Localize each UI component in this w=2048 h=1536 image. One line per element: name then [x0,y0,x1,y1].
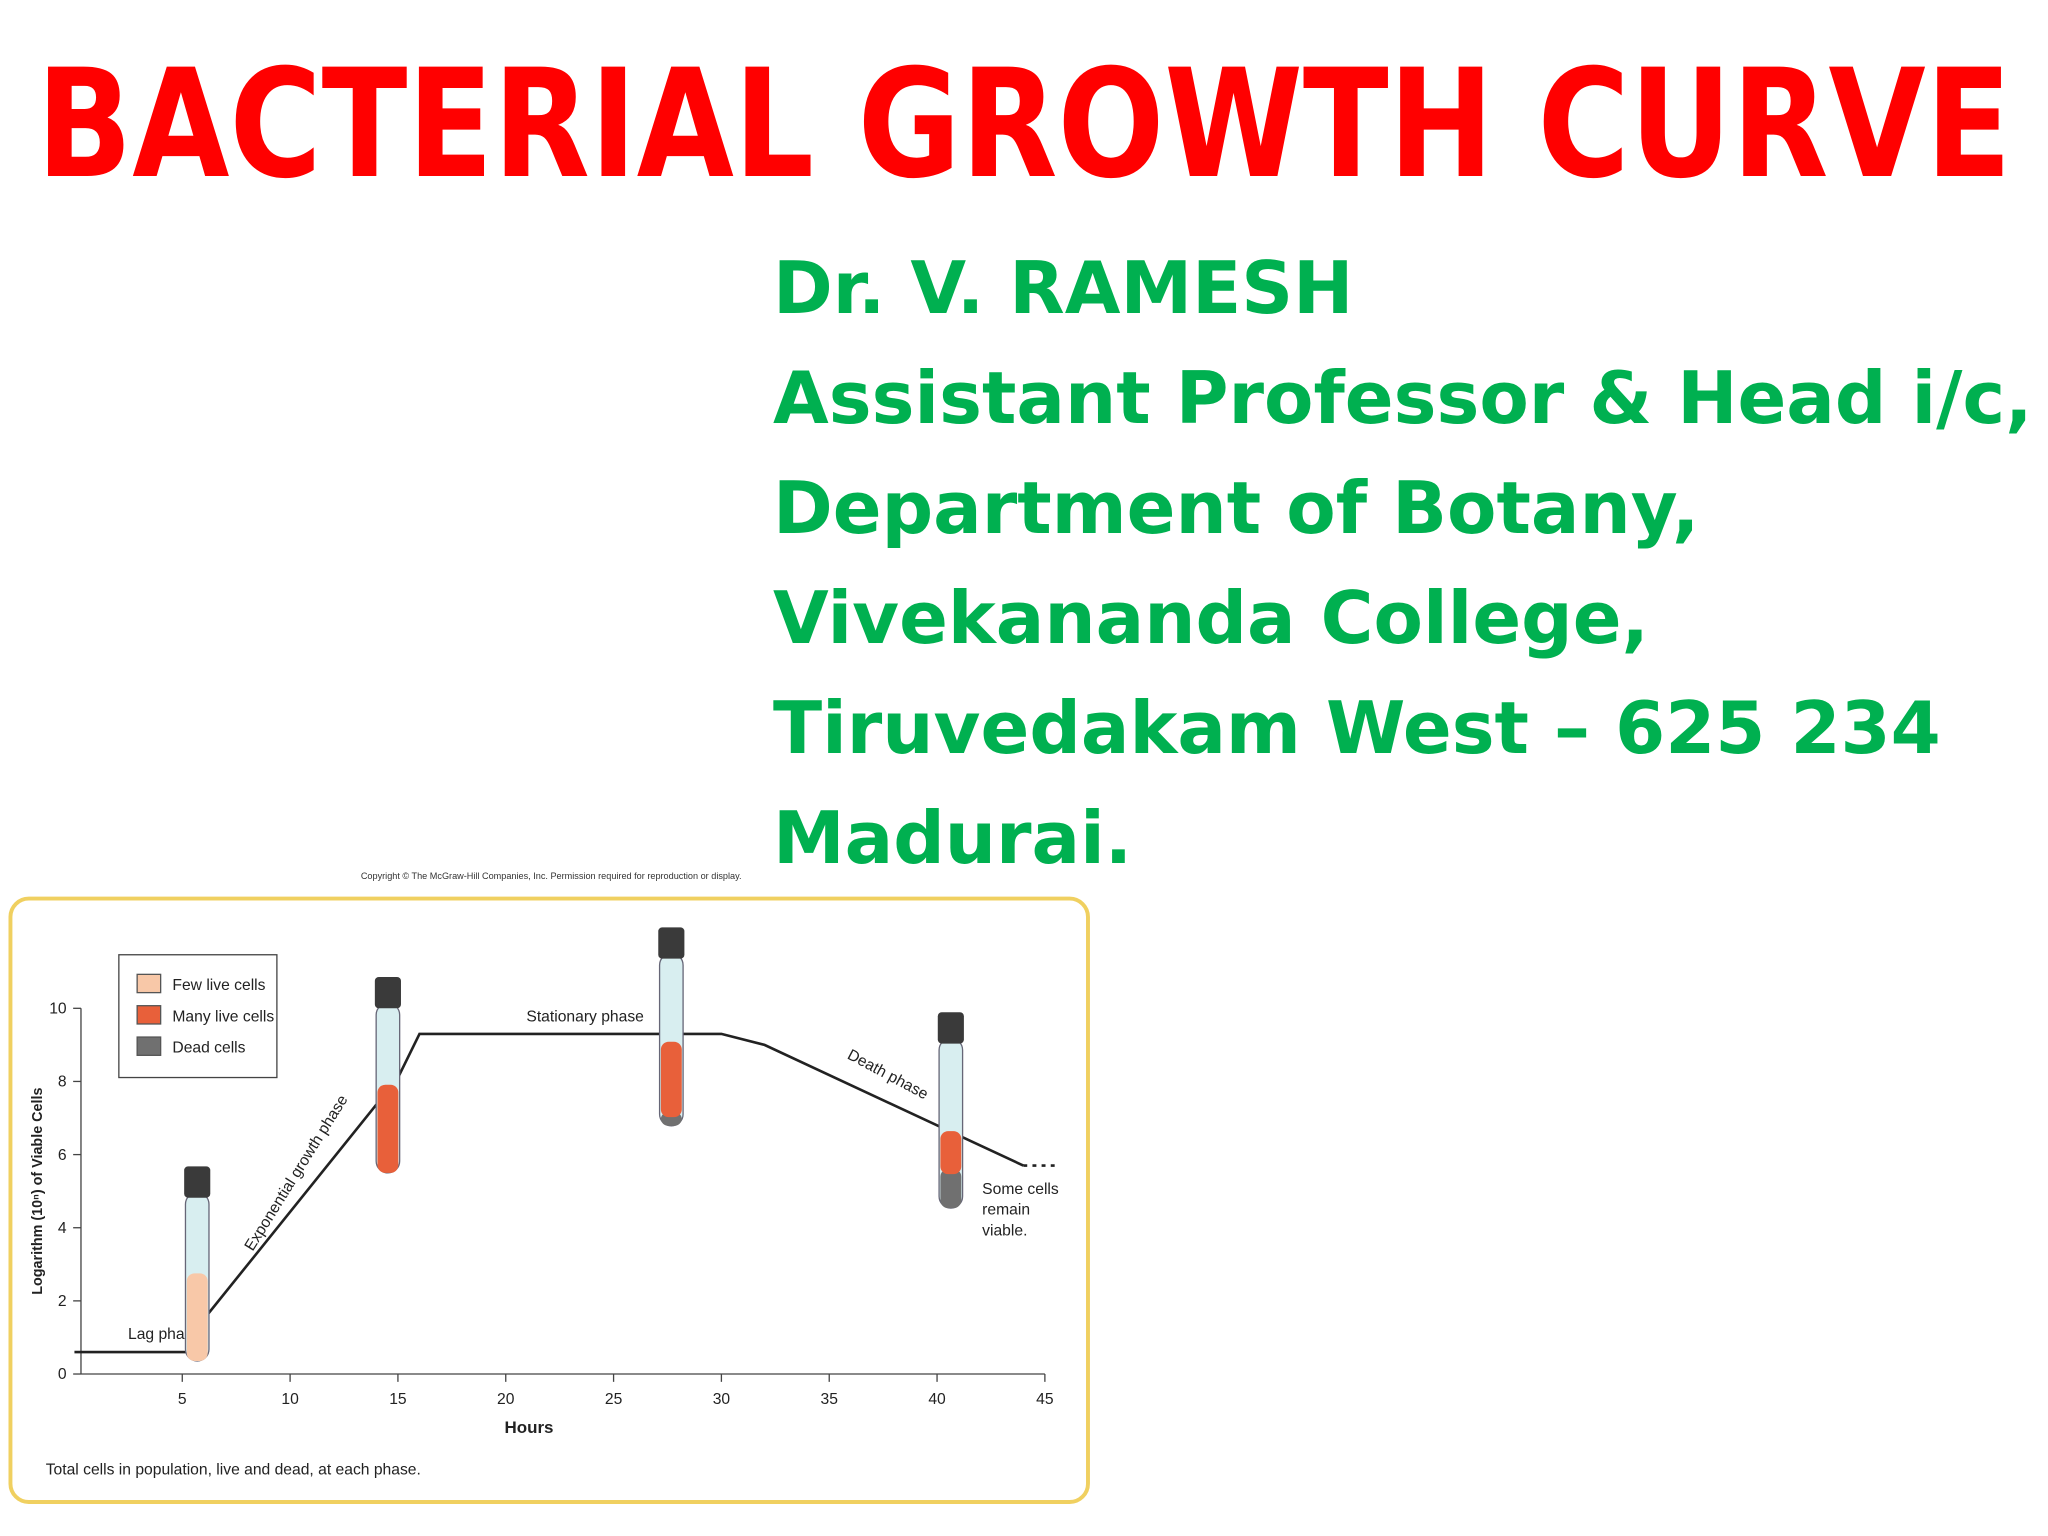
legend-label: Dead cells [172,1040,245,1057]
tube-content [186,1273,208,1361]
tube-cap [937,1012,964,1044]
author-block: Dr. V. RAMESH Assistant Professor & Head … [773,246,2033,880]
chart-frame [8,896,1090,1504]
tube-content [660,1041,682,1118]
slide-title: BACTERIAL GROWTH CURVE [37,38,2012,212]
x-tick-label: 10 [281,1391,299,1408]
chart: Copyright © The McGraw-Hill Companies, I… [8,871,1090,1504]
tube-content [940,1131,962,1175]
author-line: Dr. V. RAMESH [773,246,1353,330]
legend-label: Many live cells [172,1008,274,1025]
y-axis-label: Logarithm (10ⁿ) of Viable Cells [30,1088,46,1295]
x-tick-label: 40 [928,1391,946,1408]
author-line: Assistant Professor & Head i/c, [773,356,2033,440]
x-tick-label: 15 [389,1391,407,1408]
author-line: Madurai. [773,796,1132,880]
x-tick-label: 30 [713,1391,731,1408]
tube-cap [658,927,685,959]
annotation: Lag phase [128,1326,201,1343]
tube-cap [184,1166,211,1198]
legend-swatch [136,973,162,994]
y-tick-label: 10 [49,1001,67,1018]
y-tick-label: 4 [58,1220,67,1237]
y-tick-label: 8 [58,1074,67,1091]
author-line: Tiruvedakam West – 625 234 [773,686,1941,770]
author-line: Department of Botany, [773,466,1699,550]
caption: Total cells in population, live and dead… [46,1462,421,1479]
author-line: Vivekananda College, [773,576,1649,660]
tube-content [377,1084,399,1173]
x-tick-label: 45 [1036,1391,1054,1408]
legend-label: Few live cells [172,977,265,994]
x-tick-label: 20 [497,1391,515,1408]
x-tick-label: 5 [178,1391,187,1408]
legend-swatch [136,1036,162,1056]
legend-swatch [136,1005,162,1025]
y-tick-label: 6 [58,1147,67,1164]
y-tick-label: 2 [58,1293,67,1310]
tube-cap [374,976,401,1009]
x-axis-label: Hours [504,1418,553,1437]
copyright: Copyright © The McGraw-Hill Companies, I… [361,871,742,881]
tube-content [940,1168,962,1209]
x-tick-label: 35 [821,1391,839,1408]
x-tick-label: 25 [605,1391,623,1408]
annotation: Stationary phase [526,1008,644,1025]
annotation: Some cells [982,1181,1059,1198]
y-tick-label: 0 [58,1366,67,1383]
annotation: viable. [982,1223,1027,1240]
annotation: remain [982,1202,1030,1219]
